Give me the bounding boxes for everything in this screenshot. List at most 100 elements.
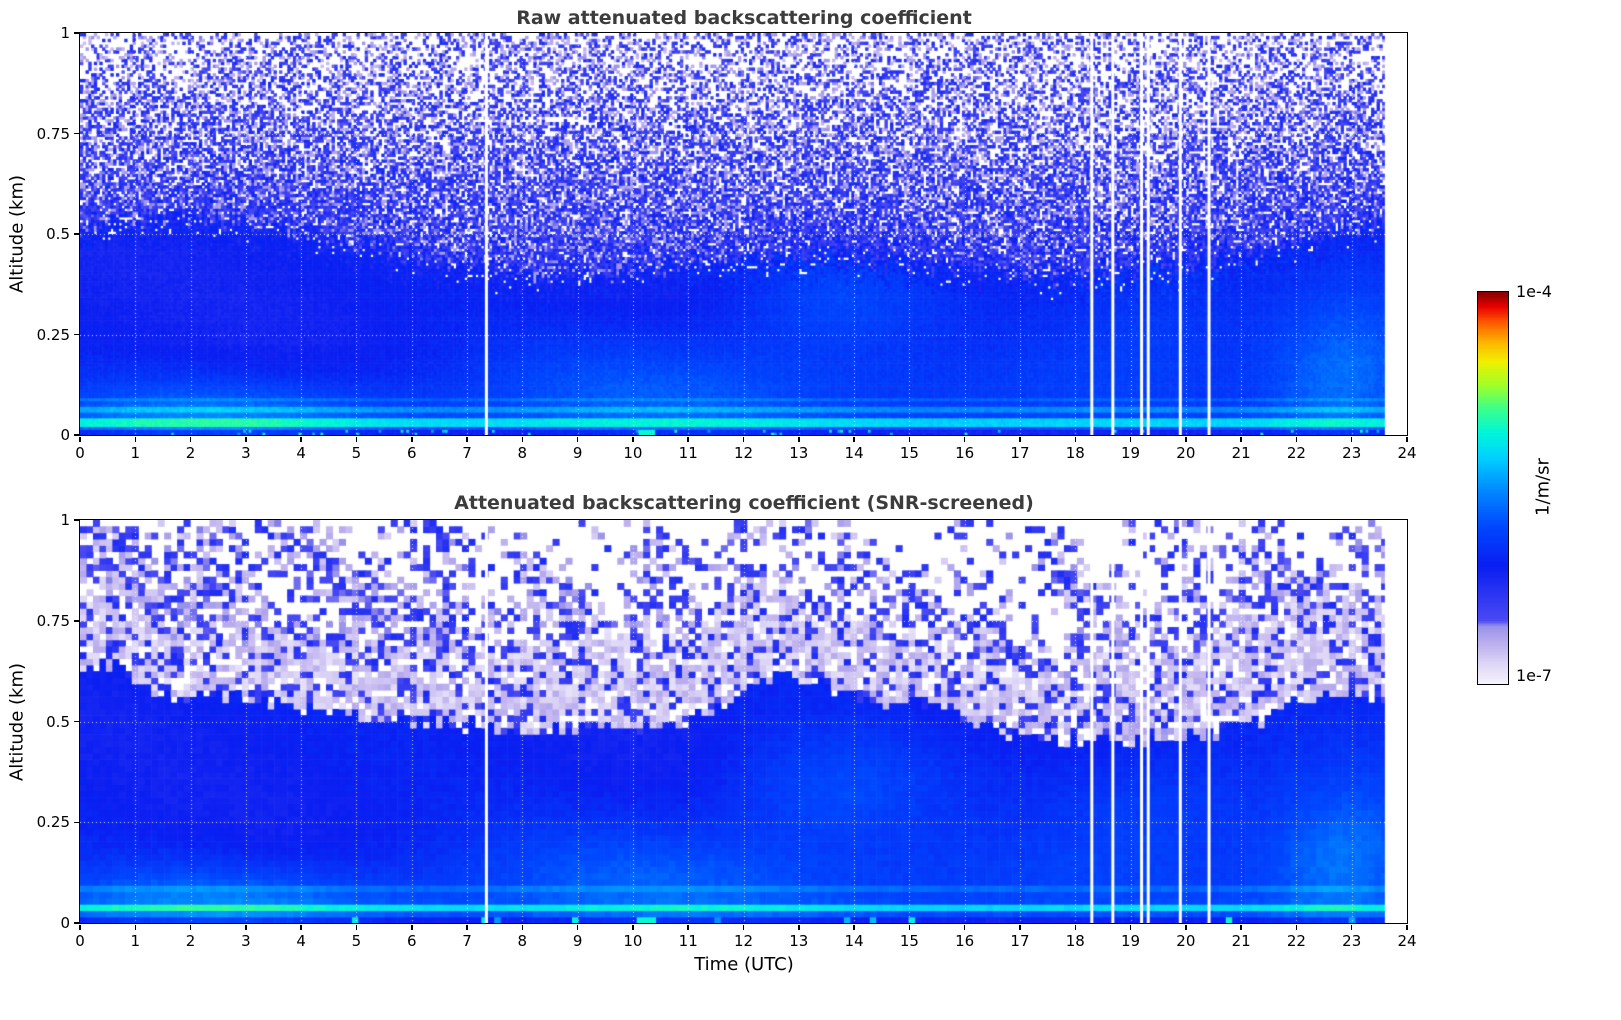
x-tick-label: 17 (1010, 932, 1030, 950)
x-tick-label: 18 (1065, 932, 1085, 950)
y-tick-label: 0.25 (36, 325, 70, 344)
x-tick-mark (411, 924, 413, 930)
y-tick-mark (73, 922, 79, 924)
x-tick-mark (521, 436, 524, 442)
x-tick-mark (355, 436, 358, 442)
x-tick-mark (853, 436, 855, 442)
screened-panel-title: Attenuated backscattering coefficient (S… (454, 492, 1034, 514)
x-tick-label: 3 (241, 444, 251, 462)
x-tick-label: 7 (462, 932, 472, 950)
y-tick-label: 0 (60, 426, 70, 444)
x-tick-label: 8 (517, 444, 528, 462)
x-tick-label: 18 (1065, 444, 1085, 462)
x-tick-label: 21 (1231, 932, 1251, 950)
x-tick-mark (632, 924, 634, 930)
x-tick-mark (687, 436, 689, 442)
x-tick-mark (853, 924, 855, 930)
x-tick-label: 4 (296, 444, 306, 462)
x-tick-label: 12 (733, 444, 754, 462)
x-tick-mark (1074, 436, 1076, 442)
x-tick-label: 0 (75, 444, 85, 462)
x-tick-mark (798, 924, 800, 930)
y-tick-label: 0.5 (46, 712, 70, 731)
x-tick-mark (576, 924, 579, 930)
x-tick-label: 1 (130, 444, 141, 462)
x-tick-label: 24 (1397, 932, 1417, 950)
x-tick-mark (632, 436, 634, 442)
x-tick-label: 17 (1010, 444, 1030, 462)
y-tick-mark (73, 519, 79, 521)
raw-heatmap-canvas (80, 33, 1407, 435)
x-axis-label: Time (UTC) (694, 954, 794, 975)
x-tick-mark (963, 436, 966, 442)
x-tick-label: 2 (185, 444, 196, 462)
raw-y-axis-label: Altitude (km) (6, 174, 28, 294)
y-tick-mark (73, 233, 79, 235)
x-tick-label: 6 (406, 932, 417, 950)
x-tick-mark (1019, 436, 1021, 442)
x-tick-mark (134, 924, 137, 930)
screened-y-axis-label: Altitude (km) (6, 662, 28, 782)
x-tick-label: 8 (517, 932, 528, 950)
x-tick-label: 20 (1176, 444, 1196, 462)
screened-heatmap-plot (79, 519, 1408, 924)
x-tick-label: 13 (789, 932, 809, 950)
x-tick-mark (1074, 924, 1076, 930)
y-tick-mark (73, 821, 79, 823)
x-tick-mark (963, 924, 966, 930)
raw-panel-title: Raw attenuated backscattering coefficien… (516, 7, 972, 29)
x-tick-mark (908, 924, 911, 930)
x-tick-label: 9 (572, 444, 583, 462)
x-tick-mark (79, 436, 81, 442)
x-tick-label: 21 (1231, 444, 1251, 462)
x-tick-label: 10 (623, 444, 643, 462)
x-tick-mark (245, 924, 247, 930)
x-tick-label: 15 (899, 444, 919, 462)
colorbar-gradient (1478, 292, 1508, 684)
x-tick-label: 22 (1286, 932, 1306, 950)
screened-heatmap-canvas (80, 520, 1407, 923)
x-tick-label: 10 (623, 932, 643, 950)
colorbar-min-label: 1e-7 (1516, 666, 1552, 685)
x-tick-mark (466, 924, 468, 930)
x-tick-mark (687, 924, 689, 930)
x-tick-mark (79, 924, 81, 930)
y-tick-label: 0.75 (36, 124, 70, 143)
x-tick-mark (1185, 924, 1187, 930)
x-tick-label: 9 (572, 932, 583, 950)
x-tick-mark (189, 436, 192, 442)
x-tick-mark (521, 924, 524, 930)
colorbar-unit-label: 1/m/sr (1532, 458, 1554, 516)
y-tick-mark (73, 132, 79, 135)
x-tick-label: 4 (296, 932, 306, 950)
x-tick-label: 6 (406, 444, 417, 462)
y-tick-label: 0.5 (46, 225, 70, 243)
x-tick-mark (411, 436, 413, 442)
x-tick-label: 15 (899, 932, 919, 950)
x-tick-label: 11 (678, 932, 698, 950)
x-tick-label: 16 (955, 932, 975, 950)
x-tick-mark (466, 436, 468, 442)
x-tick-label: 5 (351, 932, 362, 950)
y-tick-mark (73, 333, 79, 336)
y-tick-label: 0.75 (36, 611, 70, 630)
x-tick-label: 5 (351, 444, 362, 462)
x-tick-label: 3 (241, 932, 251, 950)
x-tick-label: 12 (733, 932, 754, 950)
x-tick-label: 24 (1397, 444, 1417, 462)
x-tick-mark (1406, 436, 1408, 442)
x-tick-mark (1350, 924, 1353, 930)
x-tick-mark (355, 924, 358, 930)
y-tick-mark (73, 434, 79, 436)
x-tick-label: 13 (789, 444, 809, 462)
x-tick-mark (1350, 436, 1353, 442)
x-tick-mark (300, 924, 302, 930)
y-tick-label: 1 (60, 511, 70, 529)
x-tick-label: 16 (955, 444, 975, 462)
y-tick-mark (73, 620, 79, 622)
y-tick-label: 0 (60, 914, 70, 932)
x-tick-mark (798, 436, 800, 442)
x-tick-mark (1240, 436, 1242, 442)
y-tick-mark (73, 720, 79, 723)
